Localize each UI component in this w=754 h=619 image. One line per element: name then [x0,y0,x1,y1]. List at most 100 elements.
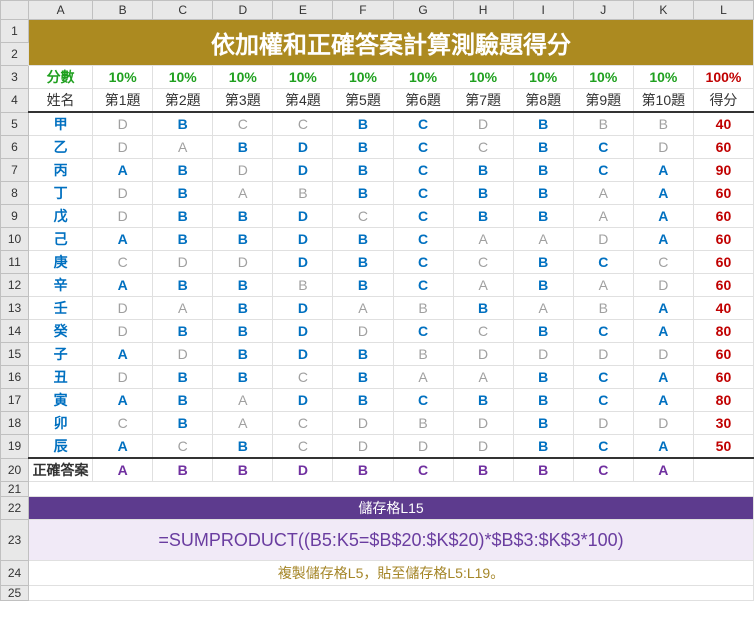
cell[interactable]: B [513,320,573,343]
cell[interactable]: B [153,389,213,412]
cell[interactable]: 17 [1,389,29,412]
cell[interactable]: 19 [1,435,29,459]
cell[interactable]: 庚 [29,251,93,274]
cell[interactable]: D [453,343,513,366]
cell[interactable]: C [213,112,273,136]
cell[interactable]: 80 [693,389,753,412]
cell[interactable]: A [93,274,153,297]
cell[interactable]: 戊 [29,205,93,228]
cell[interactable]: D [273,297,333,320]
cell[interactable]: A [93,458,153,482]
cell[interactable]: B [513,389,573,412]
cell[interactable]: A [633,182,693,205]
cell[interactable]: B [213,274,273,297]
cell[interactable]: D [93,205,153,228]
cell[interactable]: 6 [1,136,29,159]
cell[interactable]: 20 [1,458,29,482]
cell[interactable]: A [633,297,693,320]
cell[interactable]: C [633,251,693,274]
cell[interactable]: 10% [93,66,153,89]
cell[interactable]: D [633,343,693,366]
cell[interactable]: D [573,228,633,251]
cell[interactable]: 第2題 [153,89,213,113]
cell[interactable]: B [453,182,513,205]
cell[interactable]: B [153,458,213,482]
cell[interactable]: A [213,412,273,435]
cell[interactable]: D [93,182,153,205]
cell[interactable] [693,458,753,482]
cell[interactable]: 丁 [29,182,93,205]
cell[interactable]: D [273,251,333,274]
cell[interactable]: D [333,412,393,435]
cell[interactable]: C [93,251,153,274]
cell[interactable]: C [573,389,633,412]
cell[interactable]: B [213,366,273,389]
cell[interactable]: 30 [693,412,753,435]
cell[interactable]: B [513,435,573,459]
cell[interactable]: 60 [693,274,753,297]
cell[interactable]: 22 [1,497,29,520]
cell[interactable]: 第9題 [573,89,633,113]
cell[interactable]: D [633,274,693,297]
cell[interactable]: B [453,205,513,228]
cell[interactable]: B [153,159,213,182]
cell[interactable]: A [213,182,273,205]
cell[interactable]: 60 [693,136,753,159]
cell[interactable]: 40 [693,112,753,136]
cell[interactable]: 10% [393,66,453,89]
cell[interactable]: D [573,343,633,366]
cell[interactable]: C [453,251,513,274]
cell[interactable]: C [573,435,633,459]
cell[interactable]: 24 [1,561,29,586]
cell[interactable]: 50 [693,435,753,459]
cell[interactable]: 丑 [29,366,93,389]
cell[interactable] [29,482,754,497]
cell[interactable]: B [213,320,273,343]
cell[interactable]: C [393,228,453,251]
cell[interactable]: B [333,159,393,182]
cell[interactable]: 4 [1,89,29,113]
cell[interactable]: A [93,435,153,459]
cell[interactable]: B [513,205,573,228]
cell[interactable]: A [573,274,633,297]
cell[interactable]: A [513,297,573,320]
cell[interactable]: C [573,136,633,159]
cell[interactable]: D [213,1,273,20]
cell[interactable]: 分數 [29,66,93,89]
cell[interactable]: 7 [1,159,29,182]
cell[interactable]: B [573,297,633,320]
cell[interactable]: B [393,343,453,366]
cell[interactable]: C [393,389,453,412]
cell[interactable]: 第10題 [633,89,693,113]
cell[interactable]: A [29,1,93,20]
cell[interactable]: B [153,274,213,297]
cell[interactable]: C [393,112,453,136]
cell[interactable]: B [213,343,273,366]
cell[interactable]: B [513,458,573,482]
cell[interactable]: D [213,251,273,274]
cell[interactable]: 甲 [29,112,93,136]
cell[interactable]: C [573,159,633,182]
cell[interactable]: F [333,1,393,20]
cell[interactable]: B [213,228,273,251]
cell[interactable]: A [513,228,573,251]
cell[interactable]: A [93,159,153,182]
cell[interactable]: D [453,435,513,459]
cell[interactable]: A [633,458,693,482]
cell[interactable]: A [633,205,693,228]
cell[interactable]: B [153,366,213,389]
cell[interactable]: B [213,458,273,482]
cell[interactable]: 90 [693,159,753,182]
cell[interactable]: 10% [513,66,573,89]
cell[interactable]: 姓名 [29,89,93,113]
cell[interactable]: B [513,182,573,205]
cell[interactable]: 10% [153,66,213,89]
cell[interactable]: I [513,1,573,20]
cell[interactable]: 第3題 [213,89,273,113]
cell[interactable]: A [633,366,693,389]
cell[interactable]: A [213,389,273,412]
cell[interactable]: C [453,136,513,159]
cell[interactable]: D [513,343,573,366]
cell[interactable]: B [333,228,393,251]
cell[interactable]: C [273,112,333,136]
